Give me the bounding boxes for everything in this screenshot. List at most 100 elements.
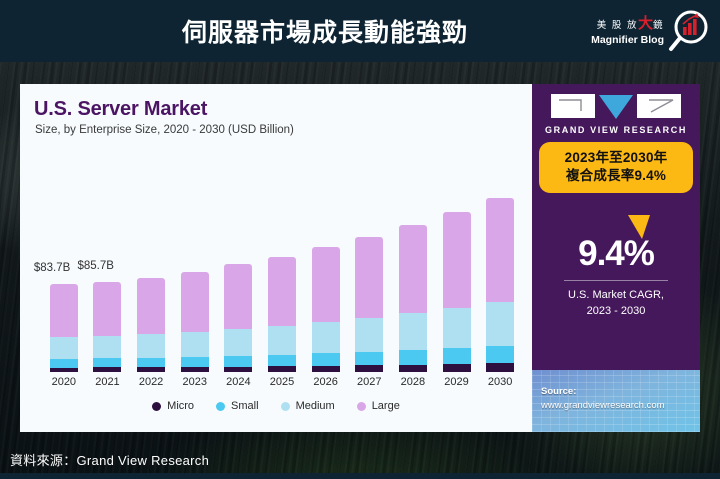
legend-swatch-icon xyxy=(152,401,162,411)
bar-segment-large xyxy=(355,237,384,318)
bar-segment-large xyxy=(49,284,78,337)
bar-value-label: $83.7B xyxy=(33,261,71,274)
bar-segment-small xyxy=(93,358,122,368)
bar-segment-micro xyxy=(398,364,427,372)
cagr-caption-line-1: U.S. Market CAGR, xyxy=(568,289,664,301)
side-panel: GRAND VIEW RESEARCH 2023年至2030年 複合成長率9.4… xyxy=(532,84,700,432)
callout-line-2: 複合成長率9.4% xyxy=(565,168,667,184)
bar-segment-medium xyxy=(180,331,209,357)
bar-segment-large xyxy=(442,211,471,308)
brand-cn-left: 美 股 放 xyxy=(596,20,638,32)
x-axis-tick: 2026 xyxy=(313,376,338,388)
bar-column xyxy=(442,211,471,372)
legend-label: Small xyxy=(231,400,259,412)
callout-tail xyxy=(628,215,650,239)
source-url[interactable]: www.grandviewresearch.com xyxy=(541,400,665,411)
legend-label: Large xyxy=(371,400,400,412)
stacked-bar-plot: $83.7B $85.7B xyxy=(34,188,522,372)
bar-segment-small xyxy=(224,355,253,367)
bar-column xyxy=(486,197,515,372)
bar-segment-medium xyxy=(442,307,471,348)
bar-segment-small xyxy=(137,357,166,368)
x-axis-tick: 2028 xyxy=(400,376,426,388)
bar-segment-small xyxy=(180,356,209,367)
bar-segment-large xyxy=(311,247,340,323)
cagr-callout-bubble: 2023年至2030年 複合成長率9.4% xyxy=(539,142,693,194)
bar-segment-micro xyxy=(486,363,515,372)
brand-cn-right: 鏡 xyxy=(652,20,664,32)
bar-segment-large xyxy=(486,197,515,303)
bar-value-label: $85.7B xyxy=(77,259,114,272)
bar-segment-micro xyxy=(442,364,471,372)
legend-item-medium[interactable]: Medium xyxy=(280,400,335,412)
bar-column xyxy=(398,225,427,372)
gvr-mark-v-icon xyxy=(599,95,633,119)
x-axis-tick: 2025 xyxy=(269,376,295,388)
bar-segment-medium xyxy=(268,325,296,355)
x-axis-labels: 2020 2021 2022 2023 2024 2025 2026 2027 2028 2029… xyxy=(42,376,522,394)
x-axis-tick: 2021 xyxy=(95,376,120,388)
bar-segment-large xyxy=(137,277,166,335)
x-axis-tick: 2023 xyxy=(182,376,207,388)
legend-label: Medium xyxy=(295,400,335,412)
bar-segment-large xyxy=(93,281,122,336)
bar-segment-micro xyxy=(49,367,78,372)
bar-segment-medium xyxy=(224,328,253,356)
legend-swatch-icon xyxy=(280,401,290,411)
bar-segment-micro xyxy=(180,366,209,372)
bar-column xyxy=(180,271,209,372)
page-title: 伺服器市場成長動能強勁 xyxy=(181,19,468,47)
bar-segment-small xyxy=(49,358,78,368)
bar-segment-large xyxy=(224,264,253,329)
bar-segment-large xyxy=(268,256,296,326)
magnifier-bars-icon xyxy=(666,9,712,55)
x-axis-tick: 2022 xyxy=(138,376,164,388)
gvr-mark-g-icon xyxy=(551,94,595,118)
legend-item-large[interactable]: Large xyxy=(356,400,400,412)
bar-column xyxy=(224,264,253,372)
gvr-logo-marks xyxy=(542,94,690,120)
brand-name-en: Magnifier Blog xyxy=(591,33,664,46)
bar-column xyxy=(49,284,78,372)
bottom-strip xyxy=(0,473,720,479)
x-axis-tick: 2027 xyxy=(357,376,382,388)
bar-segment-medium xyxy=(137,334,166,358)
cagr-caption-line-2: 2023 - 2030 xyxy=(586,304,646,317)
bar-segment-micro xyxy=(224,366,253,372)
x-axis-tick: 2024 xyxy=(226,376,251,388)
bar-segment-medium xyxy=(355,317,384,352)
legend-item-small[interactable]: Small xyxy=(216,400,259,412)
page-header: 伺服器市場成長動能強勁 美 股 放大鏡 Magnifier Blog xyxy=(0,0,720,62)
chart-legend: Micro Small Medium Large xyxy=(20,400,532,412)
bar-segment-medium xyxy=(398,313,427,350)
bar-segment-large xyxy=(180,271,209,332)
legend-swatch-icon xyxy=(216,401,226,411)
bar-segment-medium xyxy=(486,302,515,346)
source-label: Source: xyxy=(541,386,577,397)
cagr-value: 9.4% xyxy=(578,234,655,273)
bar-segment-large xyxy=(398,225,427,314)
bar-segment-small xyxy=(442,347,471,365)
bar-segment-micro xyxy=(137,367,166,372)
grand-view-research-logo: GRAND VIEW RESEARCH xyxy=(542,94,690,135)
bar-segment-small xyxy=(398,349,427,365)
bar-segment-small xyxy=(311,353,340,366)
x-axis-tick: 2029 xyxy=(444,376,469,388)
bar-column xyxy=(137,277,166,372)
chart-card: U.S. Server Market Size, by Enterprise S… xyxy=(20,84,532,432)
source-box: Source: www.grandviewresearch.com xyxy=(532,370,700,432)
gvr-mark-r-icon xyxy=(637,94,681,118)
brand-name-cn: 美 股 放大鏡 xyxy=(591,15,664,34)
footer-source-note: 資料來源：Grand View Research xyxy=(10,453,210,468)
legend-label: Micro xyxy=(167,400,195,412)
brand-logo[interactable]: 美 股 放大鏡 Magnifier Blog xyxy=(590,6,712,58)
chart-title: U.S. Server Market xyxy=(34,98,208,120)
bar-column xyxy=(93,281,122,372)
bar-column xyxy=(355,237,384,372)
x-axis-tick: 2030 xyxy=(487,376,513,388)
bar-segment-small xyxy=(268,354,296,367)
cagr-divider xyxy=(564,280,668,281)
legend-item-micro[interactable]: Micro xyxy=(152,400,194,412)
cagr-caption: U.S. Market CAGR, 2023 - 2030 xyxy=(532,288,700,320)
bar-segment-medium xyxy=(93,335,122,359)
